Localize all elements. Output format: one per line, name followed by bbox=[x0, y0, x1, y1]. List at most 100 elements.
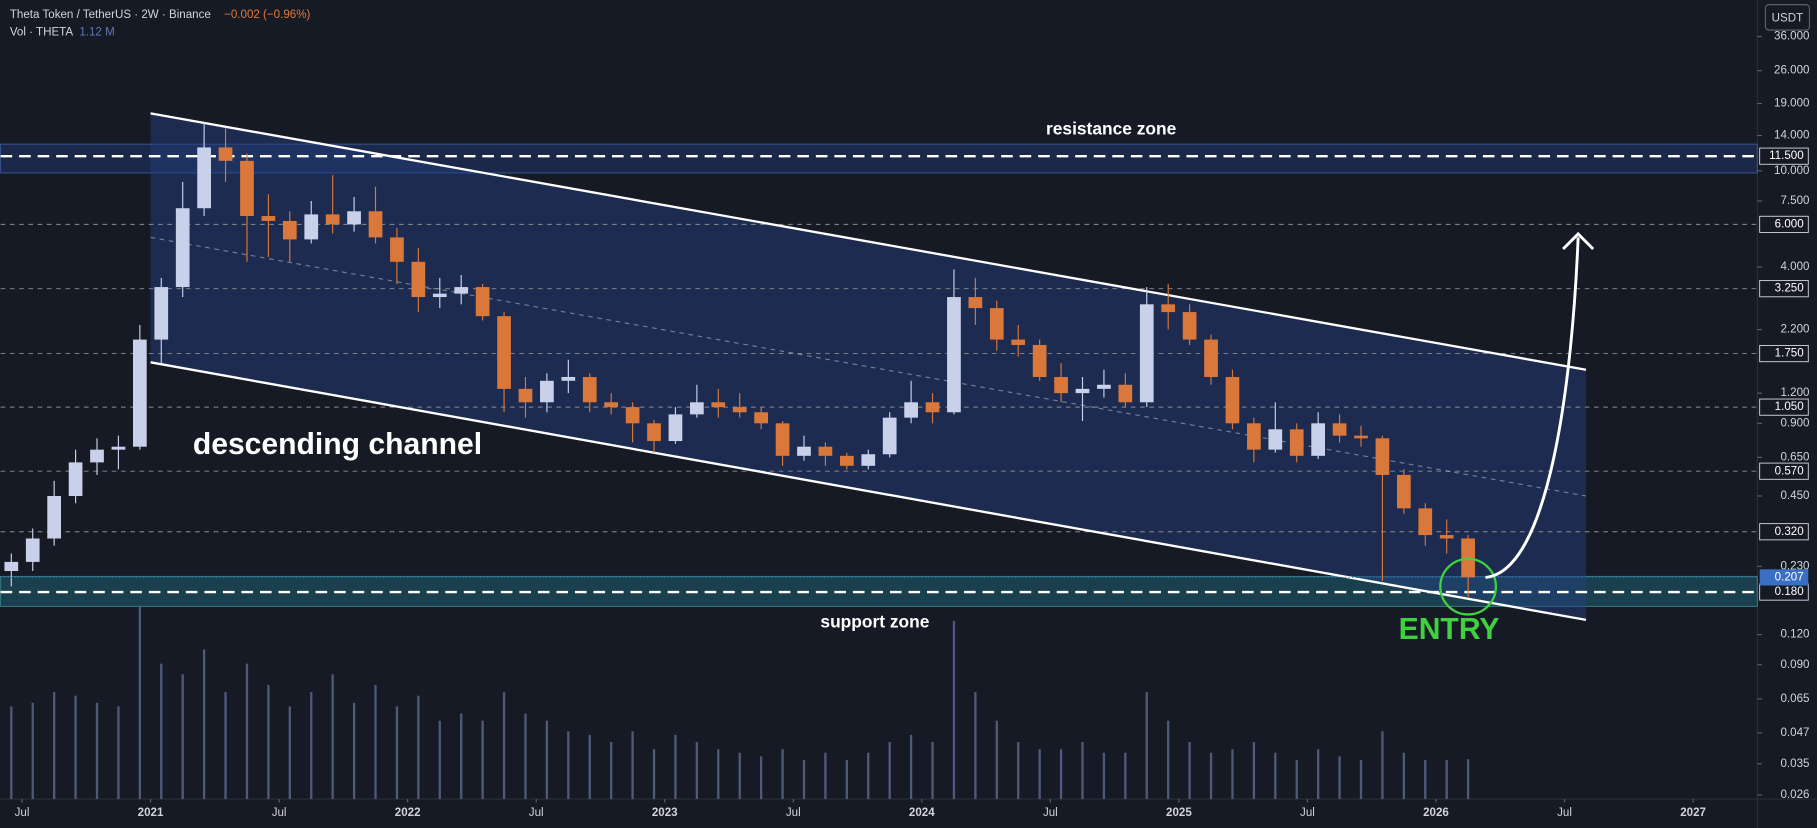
y-tick-label: 0.026 bbox=[1780, 789, 1809, 801]
volume-bar bbox=[974, 692, 977, 800]
current-price-label: 0.207 bbox=[1775, 571, 1804, 583]
volume-bar bbox=[52, 692, 56, 800]
volume-bar bbox=[1017, 742, 1020, 800]
volume-bar bbox=[352, 702, 356, 800]
level-label: 0.320 bbox=[1775, 526, 1804, 538]
volume-bar bbox=[1252, 742, 1256, 800]
volume-bar bbox=[824, 752, 827, 800]
level-label-box bbox=[1759, 523, 1809, 541]
candle-body bbox=[1182, 312, 1197, 340]
volume-bar bbox=[1274, 752, 1277, 800]
candle-body bbox=[454, 287, 469, 294]
y-tick-label: 0.650 bbox=[1780, 451, 1809, 463]
candle-body bbox=[390, 237, 404, 262]
volume-bar bbox=[331, 674, 334, 800]
volume-bar bbox=[545, 720, 549, 800]
candle-body bbox=[861, 454, 876, 466]
candle-body bbox=[775, 423, 790, 456]
y-tick-label: 0.047 bbox=[1780, 727, 1809, 739]
candle-body bbox=[1247, 423, 1261, 450]
y-tick-label: 0.065 bbox=[1780, 693, 1809, 705]
currency-label[interactable]: USDT bbox=[1772, 13, 1804, 25]
level-label: 0.570 bbox=[1775, 465, 1804, 477]
channel-mid bbox=[150, 236, 1587, 497]
y-tick-label: 2.200 bbox=[1780, 324, 1809, 336]
candle-body bbox=[582, 376, 597, 403]
volume-bar bbox=[995, 720, 998, 800]
volume-bar bbox=[888, 742, 891, 800]
candle-body bbox=[154, 287, 169, 340]
level-label: 11.500 bbox=[1769, 150, 1804, 162]
volume-bar bbox=[438, 720, 441, 800]
zone bbox=[0, 143, 1758, 174]
x-tick-label: 2024 bbox=[909, 807, 935, 819]
candle-body bbox=[1204, 339, 1218, 377]
candle-body bbox=[197, 147, 211, 209]
volume-bar bbox=[759, 756, 763, 800]
level-label-box bbox=[1759, 147, 1809, 165]
x-tick-label: Jul bbox=[786, 807, 801, 819]
level-label: 3.250 bbox=[1775, 283, 1804, 295]
x-tick-label: Jul bbox=[1557, 807, 1572, 819]
x-tick-label: Jul bbox=[529, 807, 544, 819]
level-label: 1.050 bbox=[1775, 401, 1804, 413]
candle-body bbox=[732, 407, 747, 413]
candle-body bbox=[925, 402, 940, 413]
volume-bar bbox=[310, 692, 313, 800]
candle-body bbox=[904, 402, 918, 418]
volume-bar bbox=[652, 749, 656, 800]
candle-body bbox=[218, 147, 233, 161]
y-tick-label: 0.900 bbox=[1780, 417, 1809, 429]
candle-body bbox=[68, 462, 83, 496]
currency-button[interactable] bbox=[1764, 4, 1811, 31]
candle-body bbox=[668, 414, 683, 442]
candle-body bbox=[304, 214, 319, 240]
candle-body bbox=[839, 455, 854, 466]
candle-body bbox=[111, 446, 126, 450]
volume-bar bbox=[695, 742, 699, 800]
candle-body bbox=[1311, 423, 1326, 456]
volume-bar bbox=[1466, 759, 1470, 800]
candle-body bbox=[1011, 339, 1026, 345]
current-price-box bbox=[1759, 569, 1809, 586]
entry-label: ENTRY bbox=[1399, 613, 1500, 646]
y-tick-label: 14.000 bbox=[1774, 130, 1809, 142]
volume-bar bbox=[802, 759, 806, 800]
candle-body bbox=[261, 215, 276, 221]
candle-body bbox=[475, 287, 490, 317]
candle-body bbox=[968, 297, 983, 309]
price-change: −0.002 (−0.96%) bbox=[224, 9, 310, 21]
volume-bar bbox=[160, 663, 163, 800]
level-label: 0.180 bbox=[1775, 586, 1804, 598]
volume-bar bbox=[31, 702, 34, 800]
volume-value: 1.12 M bbox=[79, 26, 114, 38]
y-tick-label: 0.120 bbox=[1780, 629, 1809, 641]
volume-bar bbox=[567, 731, 570, 800]
level-label-box bbox=[1759, 215, 1809, 233]
volume-bar bbox=[481, 720, 484, 800]
volume-bar bbox=[1231, 749, 1234, 800]
volume-bar bbox=[1424, 759, 1427, 800]
y-tick-label: 36.000 bbox=[1774, 31, 1809, 43]
candle-body bbox=[282, 220, 297, 240]
volume-bar bbox=[202, 649, 206, 800]
x-tick-label: Jul bbox=[272, 807, 287, 819]
candle-body bbox=[175, 208, 190, 288]
projection-arrow bbox=[1485, 237, 1580, 579]
y-tick-label: 10.000 bbox=[1774, 165, 1809, 177]
level-label: 1.750 bbox=[1775, 348, 1804, 360]
entry-circle bbox=[1439, 557, 1498, 616]
x-tick-label: Jul bbox=[1300, 807, 1315, 819]
candle-body bbox=[347, 211, 361, 225]
volume-bar bbox=[1038, 749, 1041, 800]
level-label-box bbox=[1759, 345, 1809, 363]
y-tick-label: 1.200 bbox=[1780, 387, 1809, 399]
candle-body bbox=[90, 449, 104, 463]
volume-bar bbox=[1338, 756, 1341, 800]
volume-bar bbox=[1359, 759, 1363, 800]
volume-bar bbox=[524, 713, 527, 800]
candle-body bbox=[1075, 388, 1090, 394]
candle-body bbox=[25, 538, 40, 562]
volume-bar bbox=[610, 742, 613, 800]
volume-bar bbox=[288, 706, 291, 800]
